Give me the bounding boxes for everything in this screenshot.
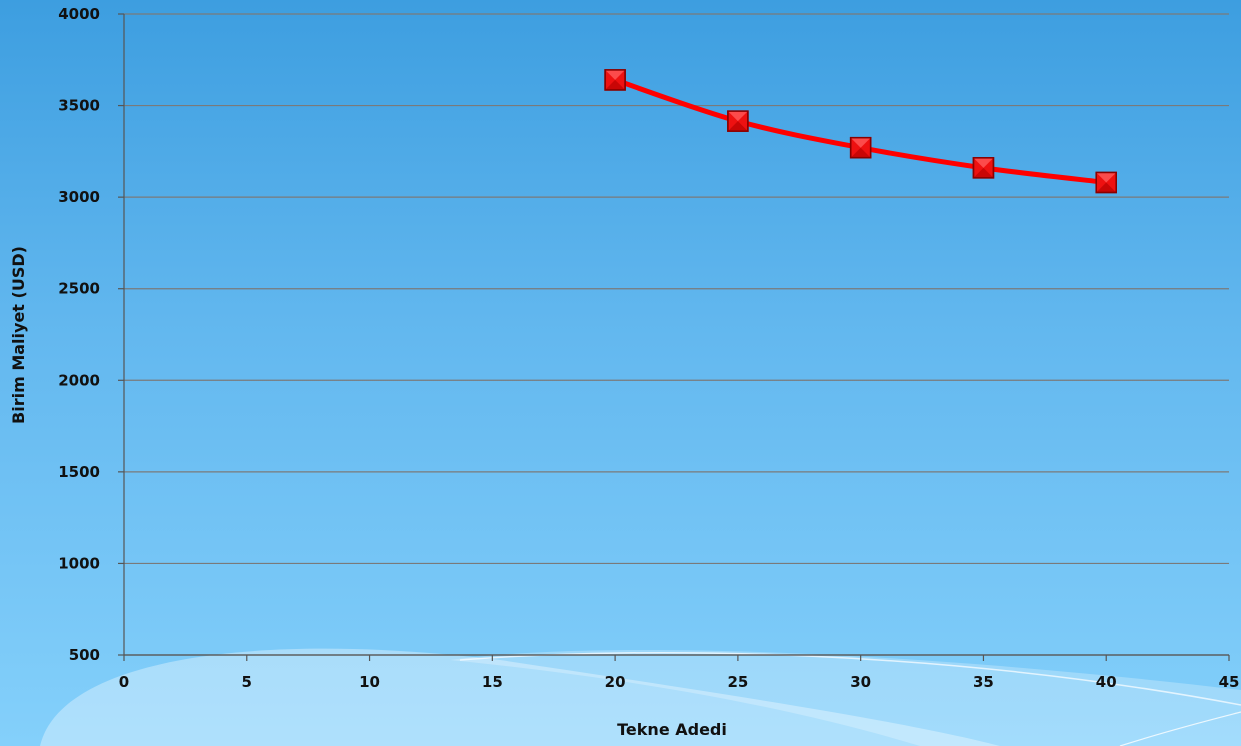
x-tick-label: 45 <box>1219 673 1240 691</box>
y-tick-label: 500 <box>69 646 100 664</box>
x-tick-label: 5 <box>242 673 252 691</box>
x-tick-label: 35 <box>973 673 994 691</box>
x-tick-label: 30 <box>850 673 871 691</box>
x-tick-label: 0 <box>119 673 129 691</box>
x-tick-label: 10 <box>359 673 380 691</box>
series-line <box>612 77 1109 185</box>
x-tick-labels: 0 5 10 15 20 25 30 35 40 45 <box>119 655 1240 691</box>
data-point-marker <box>604 69 626 91</box>
y-tick-label: 1500 <box>58 463 100 481</box>
data-point-marker <box>972 157 995 179</box>
y-tick-label: 3000 <box>58 188 100 206</box>
x-tick-label: 40 <box>1096 673 1117 691</box>
y-tick-label: 1000 <box>58 554 100 572</box>
background-wave-decoration <box>40 648 1241 746</box>
y-tick-label: 2000 <box>58 371 100 389</box>
y-tick-label: 2500 <box>58 280 100 298</box>
gridlines <box>118 13 1229 656</box>
y-tick-label: 3500 <box>58 97 100 115</box>
x-tick-label: 25 <box>727 673 748 691</box>
data-point-marker <box>727 110 749 132</box>
axes <box>123 14 1229 656</box>
data-point-marker <box>1095 171 1117 194</box>
y-tick-label: 4000 <box>58 5 100 23</box>
y-tick-labels: 500 1000 1500 2000 2500 3000 3500 4000 <box>58 5 100 664</box>
x-axis-title: Tekne Adedi <box>617 720 727 739</box>
x-tick-label: 15 <box>482 673 503 691</box>
y-axis-title: Birim Maliyet (USD) <box>9 246 28 424</box>
series-markers <box>604 69 1117 194</box>
data-point-marker <box>849 136 872 159</box>
x-tick-label: 20 <box>605 673 626 691</box>
